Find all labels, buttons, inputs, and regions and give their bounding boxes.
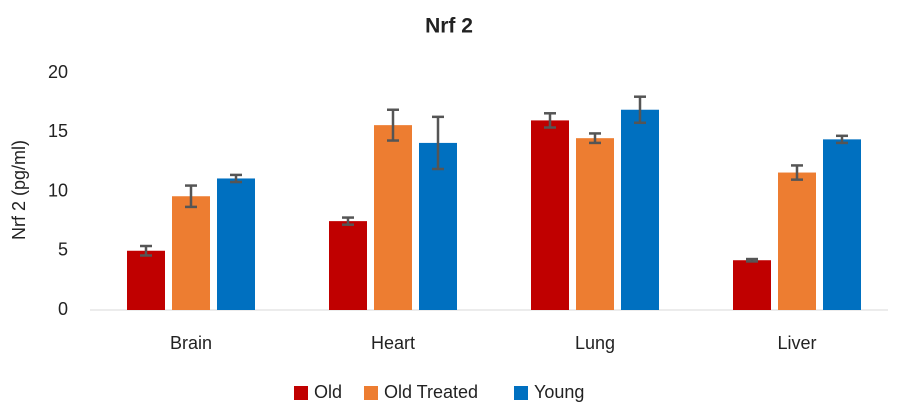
y-axis-title: Nrf 2 (pg/ml)	[9, 140, 29, 240]
bar	[778, 172, 816, 310]
error-bar	[791, 164, 803, 181]
bar	[419, 142, 457, 310]
bar	[576, 138, 614, 310]
y-tick-label: 5	[58, 240, 68, 260]
legend-swatch	[514, 386, 528, 400]
legend-label: Old	[314, 382, 342, 402]
y-tick-label: 10	[48, 180, 68, 200]
x-tick-label: Heart	[371, 333, 415, 353]
bar	[733, 260, 771, 310]
error-bar	[342, 216, 354, 226]
y-tick-label: 0	[58, 299, 68, 319]
error-bar	[387, 108, 399, 142]
bar	[823, 139, 861, 310]
error-bar	[836, 134, 848, 145]
error-bar	[634, 95, 646, 125]
bar	[374, 125, 412, 310]
x-tick-label: Lung	[575, 333, 615, 353]
x-tick-label: Brain	[170, 333, 212, 353]
bar	[531, 120, 569, 311]
error-bar	[185, 184, 197, 209]
legend-label: Old Treated	[384, 382, 478, 402]
error-bar	[230, 173, 242, 184]
legend-swatch	[364, 386, 378, 400]
legend-label: Young	[534, 382, 584, 402]
y-tick-label: 20	[48, 62, 68, 82]
error-bar	[589, 132, 601, 145]
bar	[172, 196, 210, 310]
y-tick-label: 15	[48, 121, 68, 141]
legend-swatch	[294, 386, 308, 400]
bar	[329, 221, 367, 310]
error-bar	[432, 115, 444, 171]
bar	[217, 178, 255, 310]
error-bar	[544, 112, 556, 129]
x-tick-label: Liver	[777, 333, 816, 353]
bar	[127, 250, 165, 310]
chart-title: Nrf 2	[425, 15, 473, 38]
bar	[621, 109, 659, 310]
error-bar	[140, 244, 152, 257]
error-bar	[746, 257, 758, 263]
